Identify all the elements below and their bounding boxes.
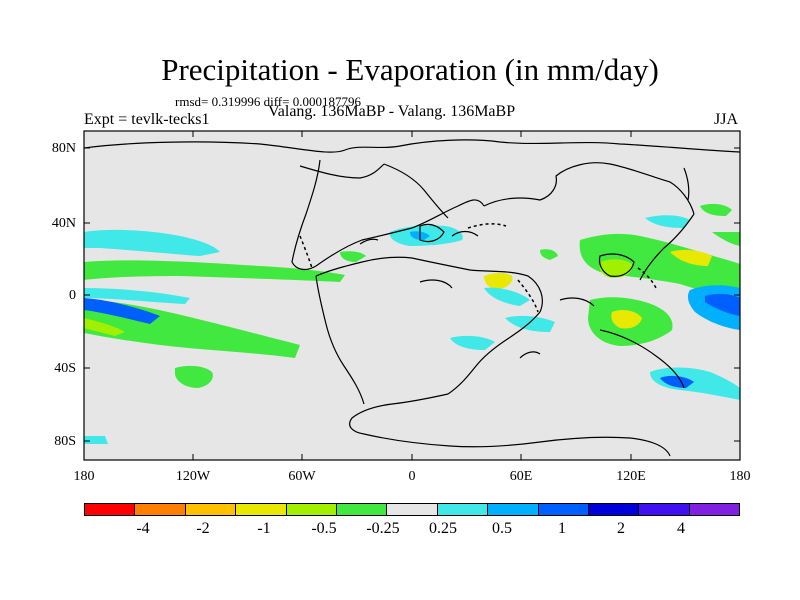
colorbar-label: -0.25 <box>366 520 400 537</box>
colorbar-segment <box>437 504 489 515</box>
colorbar-label: 4 <box>677 520 685 537</box>
y-tick-40s: 40S <box>54 361 76 376</box>
map-background <box>84 131 740 460</box>
colorbar-segment <box>286 504 337 515</box>
colorbar-label: 1 <box>558 520 566 537</box>
x-tick-0: 0 <box>408 469 416 484</box>
x-tick-60w: 60W <box>288 469 316 484</box>
chart-title: Precipitation - Evaporation (in mm/day) <box>161 52 659 87</box>
coastlines <box>84 139 740 457</box>
colorbar-segment <box>336 504 388 515</box>
colorbar-segment <box>236 504 287 515</box>
x-tick-180e: 180 <box>729 469 751 484</box>
colorbar-segment <box>185 504 237 515</box>
x-tick-120w: 120W <box>175 469 211 484</box>
y-tick-80s: 80S <box>54 434 76 449</box>
colorbar-segment <box>639 504 690 515</box>
y-tick-40n: 40N <box>51 216 76 231</box>
colorbar-segment <box>588 504 640 515</box>
experiment-label: Expt = tevlk-tecks1 <box>84 111 210 128</box>
colorbar-segment <box>488 504 539 515</box>
colorbar-segment <box>135 504 186 515</box>
x-tick-180w: 180 <box>73 469 95 484</box>
colorbar-label: -1 <box>257 520 271 537</box>
x-tick-120e: 120E <box>616 469 646 484</box>
comparison-label: Valang. 136MaBP - Valang. 136MaBP <box>268 103 516 120</box>
colorbar-segment <box>387 504 438 515</box>
dashed-plate-boundaries <box>299 223 657 313</box>
colorbar-segment <box>538 504 589 515</box>
y-tick-80n: 80N <box>51 141 76 156</box>
colorbar-label: -0.5 <box>311 520 337 537</box>
rmsd-diff-stats: rmsd= 0.319996 diff= 0.000187796 <box>175 94 361 109</box>
colorbar-segment <box>689 504 740 515</box>
colorbar-label: 2 <box>617 520 625 537</box>
colorbar-segment <box>85 504 136 515</box>
season-label: JJA <box>714 111 739 128</box>
axis-ticks <box>83 131 741 460</box>
y-tick-0: 0 <box>69 288 76 303</box>
colorbar-label: -4 <box>136 520 150 537</box>
colorbar-label: -2 <box>196 520 210 537</box>
colorbar <box>84 503 740 516</box>
colorbar-label: 0.25 <box>429 520 457 537</box>
x-tick-60e: 60E <box>509 469 533 484</box>
contour-fields <box>84 203 740 444</box>
colorbar-label: 0.5 <box>492 520 512 537</box>
